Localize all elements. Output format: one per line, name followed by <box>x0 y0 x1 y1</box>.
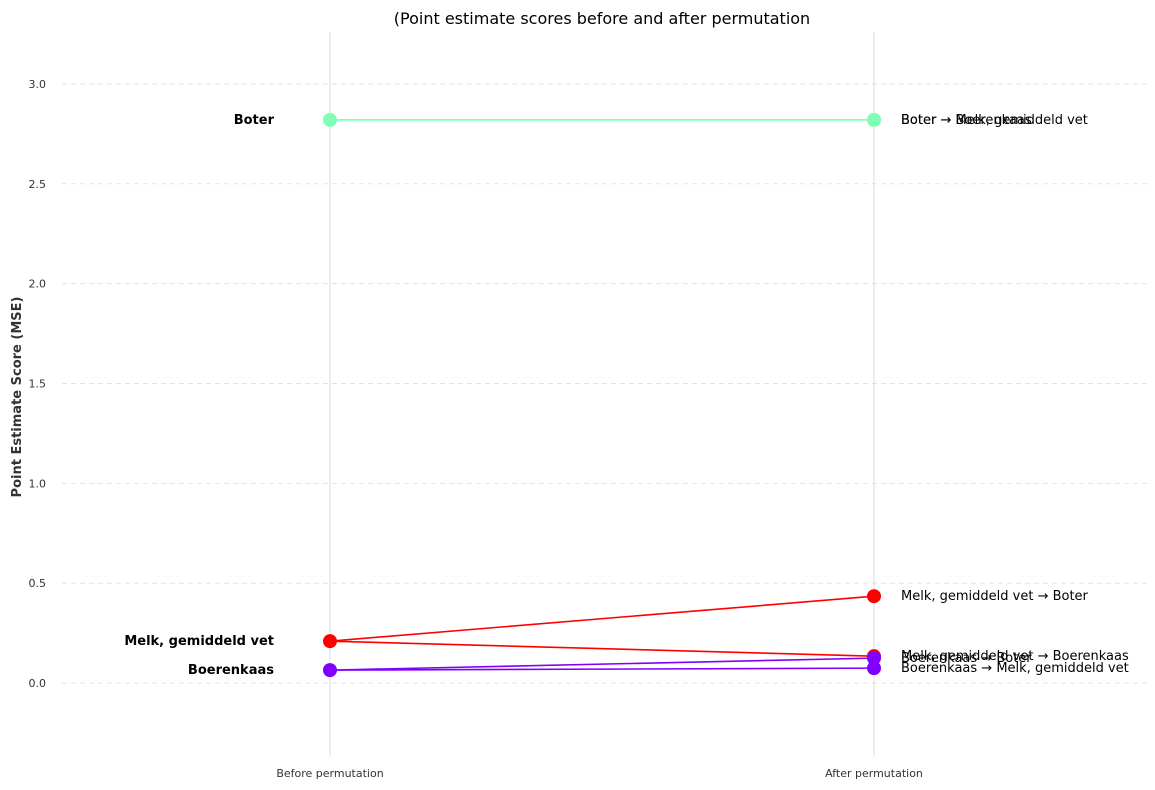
end-point-label: Melk, gemiddeld vet → Boerenkaas <box>901 649 1129 664</box>
x-tick-label: Before permutation <box>276 767 383 780</box>
start-point <box>323 112 337 127</box>
series-line <box>329 667 875 671</box>
start-point-label: Melk, gemiddeld vet <box>124 634 274 649</box>
tick-labels: 0.0 0.5 1.0 1.5 2.0 2.5 3.0 Before permutation A… <box>29 78 923 780</box>
y-tick-label: 1.5 <box>29 378 47 391</box>
series-line <box>329 657 875 671</box>
series-line <box>329 640 875 657</box>
end-point <box>867 589 881 604</box>
data-points <box>323 112 881 678</box>
y-tick-label: 0.0 <box>29 677 47 690</box>
series-line <box>329 595 875 642</box>
y-axis-label: Point Estimate Score (MSE) <box>10 297 25 498</box>
chart-title: (Point estimate scores before and after … <box>394 9 810 28</box>
y-tick-label: 2.5 <box>29 178 47 191</box>
end-point-label: Boter → Melk, gemiddeld vet <box>901 113 1088 128</box>
end-point <box>867 651 881 666</box>
start-point <box>323 663 337 678</box>
end-point <box>867 661 881 676</box>
y-tick-label: 1.0 <box>29 477 47 490</box>
series-lines <box>329 119 875 671</box>
y-tick-label: 2.0 <box>29 278 47 291</box>
grid <box>62 83 1147 684</box>
x-tick-label: After permutation <box>825 767 923 780</box>
start-point <box>323 634 337 649</box>
y-tick-label: 3.0 <box>29 78 47 91</box>
y-tick-label: 0.5 <box>29 577 47 590</box>
start-point-label: Boerenkaas <box>188 663 274 678</box>
start-point-label: Boter <box>234 113 275 128</box>
end-point-label: Boerenkaas → Boter <box>901 651 1032 666</box>
end-point-label: Melk, gemiddeld vet → Boter <box>901 589 1089 604</box>
point-labels: Boter Melk, gemiddeld vet Boerenkaas Boter … <box>124 113 1129 678</box>
end-point-label: Boter → Boerenkaas <box>901 113 1032 128</box>
end-point-label: Boerenkaas → Melk, gemiddeld vet <box>901 661 1129 676</box>
end-point <box>867 112 881 127</box>
